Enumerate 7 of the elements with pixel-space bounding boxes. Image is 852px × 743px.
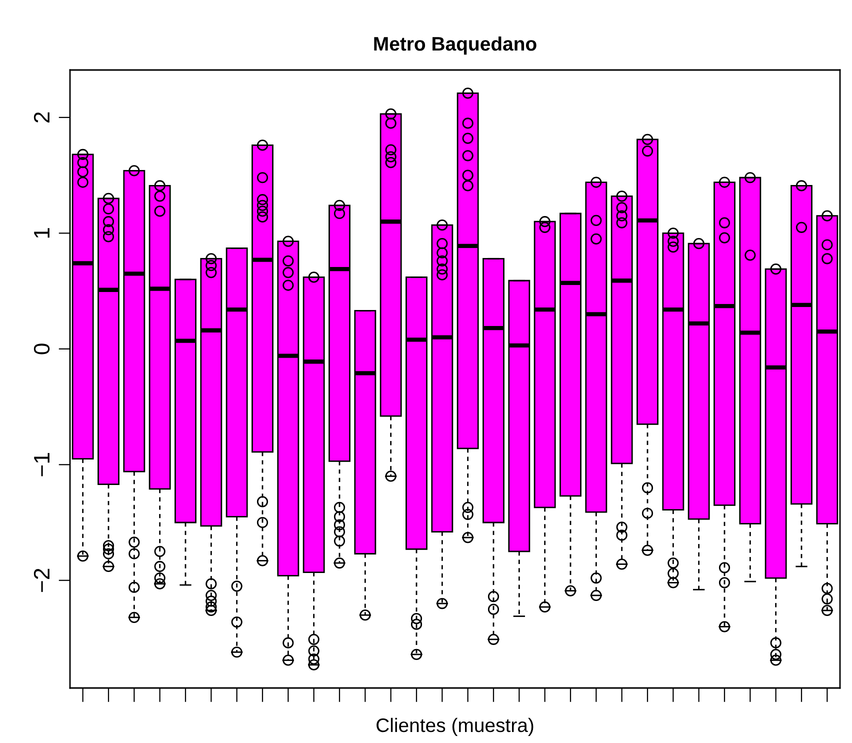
chart-title: Metro Baquedano — [374, 36, 536, 55]
y-tick-label: −1 — [34, 453, 50, 476]
y-tick-label: 1 — [34, 228, 50, 238]
y-tick-label: 0 — [34, 344, 50, 354]
x-axis-title: Clientes (muestra) — [376, 718, 534, 736]
y-tick-label: 2 — [34, 112, 50, 123]
y-tick-label: −2 — [34, 568, 50, 592]
